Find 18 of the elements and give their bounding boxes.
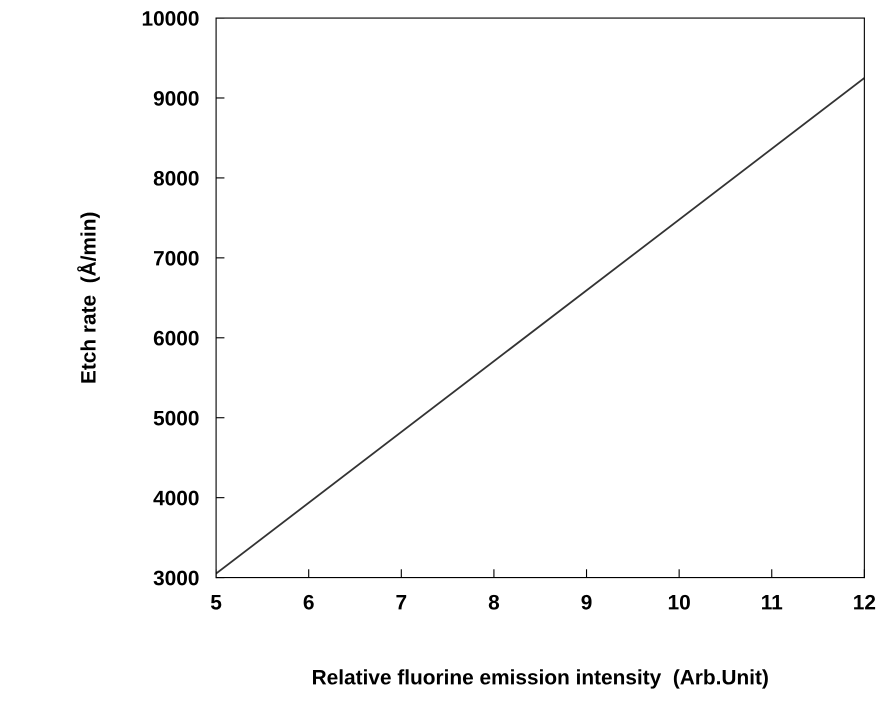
y-tick-label: 5000 [154, 410, 199, 426]
x-tick-label: 11 [762, 595, 782, 610]
y-tick-label: 8000 [154, 170, 199, 186]
x-tick-label: 12 [854, 594, 876, 610]
x-tick-label: 5 [210, 595, 222, 610]
y-tick-label: 10000 [142, 11, 199, 26]
x-tick-label: 10 [668, 594, 690, 610]
y-tick-label: 7000 [154, 250, 199, 266]
y-tick-label: 4000 [153, 490, 199, 506]
x-tick-label: 9 [581, 594, 592, 610]
y-tick-label: 9000 [154, 90, 199, 106]
x-tick-label: 6 [304, 594, 314, 610]
y-tick-label: 6000 [154, 330, 199, 346]
y-axis-title: Etch rate (Å/min) [77, 212, 100, 383]
x-axis-title: Relative fluorine emission intensity (Arb.Unit) [313, 669, 768, 689]
y-tick-label: 3000 [154, 570, 199, 586]
x-tick-label: 7 [396, 595, 406, 610]
x-tick-label: 8 [488, 594, 500, 610]
